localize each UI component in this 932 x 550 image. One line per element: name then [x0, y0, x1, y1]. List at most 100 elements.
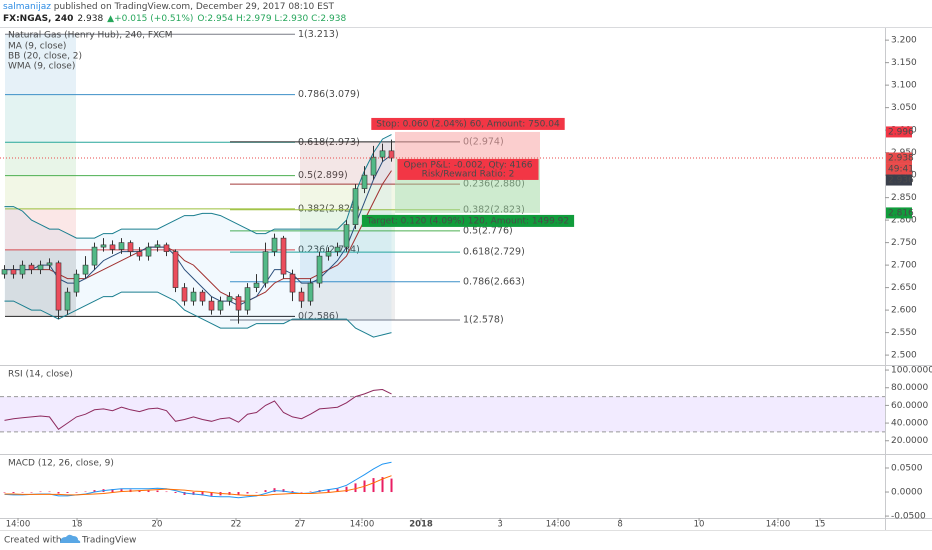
candle-body	[343, 224, 350, 248]
macd-hist	[336, 488, 339, 493]
y-tick-label: 2.650	[891, 283, 917, 293]
legend-title: Natural Gas (Henry Hub), 240, FXCM	[8, 31, 173, 41]
candle-body	[280, 237, 287, 275]
macd-hist	[345, 486, 348, 493]
candle-body	[361, 174, 368, 189]
header-line: salmanijaz published on TradingView.com,…	[3, 2, 335, 12]
x-tick-label: 14:00	[546, 520, 571, 530]
author[interactable]: salmanijaz	[3, 2, 51, 12]
candle-body	[28, 264, 35, 270]
target-label-box	[361, 214, 575, 227]
target-label: Target: 0.120 (4.09%) 120, Amount: 1499.…	[366, 216, 569, 226]
x-tick-label: 14:00	[766, 520, 791, 530]
macd-hist	[48, 491, 51, 493]
y-tick-label: 20.0000	[891, 436, 928, 446]
band-upper	[4, 134, 392, 239]
price-label: 2.936	[888, 176, 914, 186]
legend-item: WMA (9, close)	[8, 62, 75, 72]
footer-logo[interactable]: TradingView	[60, 534, 136, 546]
macd-hist	[21, 492, 24, 493]
band-lower	[4, 291, 392, 338]
candle-body	[316, 255, 323, 284]
fib-zone	[300, 281, 395, 321]
fib-zone	[300, 141, 395, 185]
x-tick-label: 3	[497, 520, 502, 530]
x-tick-label: 27	[295, 520, 306, 530]
candle-body	[64, 291, 71, 311]
fib-label: 0.786(3.079)	[298, 89, 360, 100]
candle-body	[289, 273, 296, 293]
x-tick-label: 10	[694, 520, 705, 530]
candle-body	[82, 264, 89, 275]
candle-body	[217, 300, 224, 311]
price-label-box	[886, 152, 912, 164]
countdown: 49:41	[888, 165, 914, 175]
rsi-line	[4, 388, 392, 430]
price-label: 2.938	[888, 154, 914, 164]
candle-body	[172, 251, 179, 288]
panel-title: MACD (12, 26, close, 9)	[8, 459, 114, 469]
change: ▲+0.015 (+0.51%)	[107, 14, 193, 24]
macd-hist	[3, 492, 6, 493]
macd-hist	[300, 492, 303, 493]
candle-body	[388, 150, 395, 159]
x-tick-label: 22	[231, 520, 242, 530]
fib-label: 0(2.586)	[298, 311, 339, 322]
fib-zone	[300, 184, 395, 210]
fib-label: 1(3.213)	[298, 29, 339, 40]
macd-hist	[282, 489, 285, 493]
symbol: FX:NGAS, 240	[3, 14, 73, 24]
macd-hist	[57, 492, 60, 494]
fib-label: 0.618(2.729)	[463, 247, 525, 258]
footer-brand: TradingView	[81, 536, 136, 546]
candle-body	[127, 242, 134, 252]
last-price: 2.938	[77, 14, 103, 24]
candle-body	[298, 291, 305, 302]
price-label-box	[886, 207, 912, 219]
macd-hist	[30, 492, 33, 493]
candle-body	[100, 244, 107, 248]
macd-hist	[165, 491, 168, 493]
y-tick-label: 80.0000	[891, 383, 928, 393]
candle-body	[91, 246, 98, 266]
price-label: 2.816	[888, 208, 914, 218]
y-tick-label: 2.800	[891, 216, 917, 226]
candle-body	[262, 251, 269, 284]
macd-line	[4, 461, 392, 499]
legend-item: MA (9, close)	[8, 42, 66, 52]
candle-body	[145, 246, 152, 257]
candle-body	[37, 264, 44, 270]
stop-zone	[395, 131, 540, 159]
macd-hist	[237, 492, 240, 495]
candle-body	[370, 156, 377, 176]
candle-body	[199, 291, 206, 302]
candle-body	[208, 300, 215, 311]
candle-body	[163, 244, 170, 252]
y-tick-label: 3.200	[891, 36, 917, 46]
legend-item: BB (20, close, 2)	[8, 52, 82, 62]
candle-body	[352, 188, 359, 225]
x-tick-label: 14:00	[6, 520, 31, 530]
candle-body	[271, 237, 278, 252]
pnl-label: Open P&L: -0.002, Qty: 4166	[403, 160, 532, 170]
macd-hist	[12, 492, 15, 493]
candle-body	[46, 262, 53, 266]
macd-hist	[210, 492, 213, 496]
plots: 1(3.213)0.786(3.079)0.618(2.973)0.5(2.89…	[0, 29, 932, 530]
macd-hist	[111, 489, 114, 493]
fib-zone	[5, 142, 76, 176]
candle-body	[226, 296, 233, 302]
candle-body	[244, 287, 251, 311]
macd-hist	[291, 491, 294, 493]
rsi-band	[0, 396, 885, 432]
y-tick-label: 3.050	[891, 103, 917, 113]
candle-body	[181, 287, 188, 302]
fib-label: 0.5(2.776)	[463, 225, 513, 236]
macd-hist	[327, 489, 330, 493]
macd-hist	[354, 483, 357, 493]
price-label-box	[886, 174, 912, 186]
fib-label: 0.382(2.825)	[298, 203, 360, 214]
y-tick-label: 3.150	[891, 58, 917, 68]
countdown-box	[886, 163, 912, 175]
